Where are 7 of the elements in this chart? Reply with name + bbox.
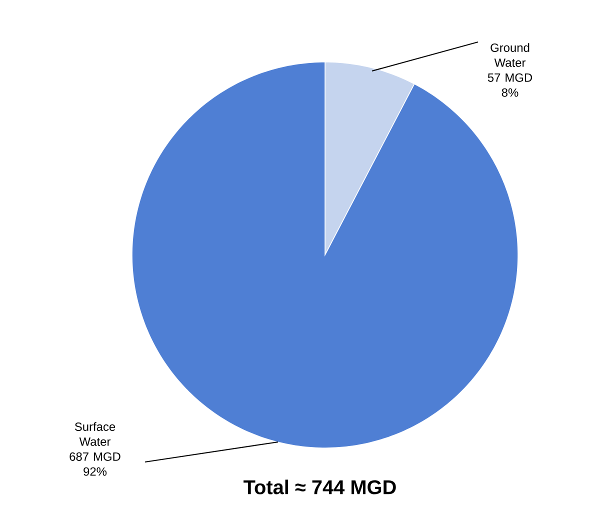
data-label: 687 MGD	[70, 452, 120, 461]
slice-label: Surface Water	[74, 422, 116, 446]
data-label: 57 MGD	[488, 73, 532, 82]
slice-label: Ground Water	[490, 43, 530, 67]
text: 8%	[502, 88, 518, 97]
text: Total ≈ 744 MGD	[244, 480, 396, 494]
text: 92%	[84, 467, 107, 476]
